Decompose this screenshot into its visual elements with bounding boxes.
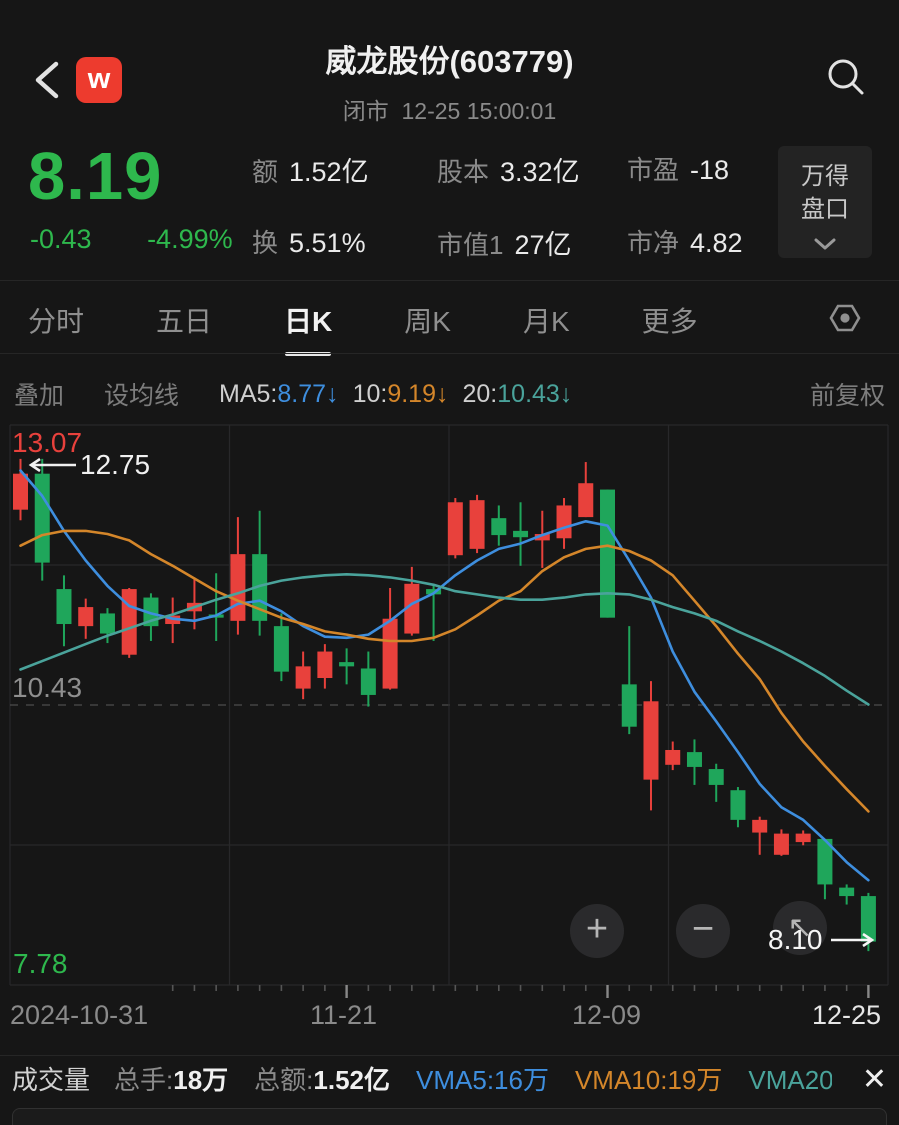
- x-axis-label: 2024-10-31: [10, 1000, 149, 1030]
- chart-toolbar: 叠加 设均线 MA5:8.77↓ 10:9.19↓ 20:10.43↓ 前复权: [0, 366, 899, 422]
- search-button[interactable]: [824, 56, 868, 100]
- divider: [0, 353, 899, 354]
- ma20-value: 10.43: [497, 379, 560, 408]
- chevron-down-icon: [814, 238, 836, 250]
- low-marker-value: 8.10: [768, 924, 823, 955]
- quote-stats: 额 1.52亿 股本 3.32亿 市盈 -18 换 5.51% 市值1 27亿 …: [252, 150, 772, 262]
- reset-zoom-button[interactable]: ↖: [773, 901, 827, 955]
- divider: [0, 1055, 899, 1056]
- amount-label: 总额:: [254, 1065, 314, 1095]
- overlay-button[interactable]: 叠加: [14, 382, 65, 410]
- tab-more[interactable]: 更多: [641, 306, 698, 337]
- back-button[interactable]: [30, 58, 64, 102]
- close-icon: ✕: [861, 1063, 887, 1096]
- x-axis-label-current: 12-25: [812, 1000, 882, 1030]
- stat-share-capital: 股本 3.32亿: [437, 157, 580, 187]
- ma20-down-arrow-icon: ↓: [559, 379, 573, 408]
- price-change: -0.43 -4.99%: [30, 224, 233, 255]
- x-axis-label: 12-09: [572, 1000, 642, 1030]
- panel-label-line2: 盘口: [801, 196, 849, 223]
- axis-max-label: 13.07: [12, 427, 83, 458]
- vma10-legend: VMA10:19万: [574, 1065, 723, 1095]
- adjust-mode-button[interactable]: 前复权: [809, 382, 885, 410]
- ma10-value: 9.19: [387, 379, 436, 408]
- lots-label: 总手:: [114, 1065, 174, 1095]
- status-datetime: 12-25 15:00:01: [401, 98, 557, 124]
- vma20-legend: VMA20:: [748, 1065, 833, 1095]
- chart-settings-button[interactable]: [825, 298, 865, 343]
- stat-turnover: 换 5.51%: [252, 228, 366, 258]
- zoom-in-button[interactable]: +: [570, 904, 624, 958]
- high-marker-value: 12.75: [80, 449, 151, 480]
- market-status: 闭市 12-25 15:00:01: [0, 92, 899, 126]
- divider: [0, 280, 899, 281]
- restore-arrow-icon: ↖: [787, 911, 813, 944]
- candlestick-chart[interactable]: [0, 420, 899, 1020]
- amount-value: 1.52亿: [313, 1065, 391, 1095]
- minus-icon: −: [691, 908, 715, 950]
- set-ma-button[interactable]: 设均线: [104, 382, 180, 410]
- axis-min-label: 7.78: [13, 948, 68, 979]
- status-text: 闭市: [342, 98, 389, 124]
- tab-monthly-k[interactable]: 月K: [522, 306, 570, 337]
- tab-minute[interactable]: 分时: [28, 306, 85, 337]
- volume-pane: [12, 1108, 887, 1125]
- wind-order-book-toggle[interactable]: 万得 盘口: [778, 146, 872, 258]
- ma10-down-arrow-icon: ↓: [436, 379, 449, 408]
- page-title: 威龙股份(603779): [325, 44, 574, 79]
- change-value: -0.43: [30, 224, 92, 254]
- period-tabs: 分时 五日 日K 周K 月K 更多: [0, 288, 899, 352]
- zoom-out-button[interactable]: −: [676, 904, 730, 958]
- stat-amount: 额 1.52亿: [252, 157, 369, 187]
- ma5-label: MA5:: [219, 379, 278, 408]
- tab-daily-k[interactable]: 日K: [284, 300, 332, 340]
- axis-mid-label: 10.43: [12, 672, 83, 703]
- ma20-label: 20:: [462, 379, 498, 408]
- tab-five-day[interactable]: 五日: [156, 306, 213, 337]
- lots-value: 18万: [173, 1065, 229, 1095]
- back-chevron-icon: [35, 61, 59, 99]
- gear-icon: [829, 304, 861, 331]
- stat-market-cap: 市值1 27亿: [437, 230, 572, 260]
- volume-title: 成交量: [12, 1065, 91, 1095]
- stat-pb: 市净 4.82: [627, 228, 743, 258]
- ma-legend: MA5:8.77↓ 10:9.19↓ 20:10.43↓: [219, 380, 586, 409]
- plus-icon: +: [585, 908, 609, 950]
- low-marker: 8.10: [768, 924, 875, 956]
- arrow-left-icon: [28, 458, 76, 472]
- ma5-down-arrow-icon: ↓: [326, 379, 339, 408]
- last-price: 8.19: [28, 139, 163, 214]
- change-percent: -4.99%: [147, 224, 233, 254]
- tab-weekly-k[interactable]: 周K: [404, 306, 451, 337]
- high-marker: 12.75: [26, 449, 150, 481]
- x-axis-label: 11-21: [310, 1000, 378, 1030]
- arrow-right-icon: [830, 933, 874, 947]
- ma5-value: 8.77: [277, 379, 327, 408]
- wind-logo: w: [76, 57, 122, 103]
- search-icon: [828, 59, 864, 95]
- close-volume-pane-button[interactable]: ✕: [852, 1062, 887, 1097]
- panel-label-line1: 万得: [801, 163, 849, 190]
- ma10-label: 10:: [352, 379, 388, 408]
- vma5-legend: VMA5:16万: [416, 1065, 549, 1095]
- volume-legend-bar: 成交量 总手:18万 总额:1.52亿 VMA5:16万 VMA10:19万 V…: [0, 1060, 899, 1097]
- stat-pe: 市盈 -18: [627, 155, 730, 185]
